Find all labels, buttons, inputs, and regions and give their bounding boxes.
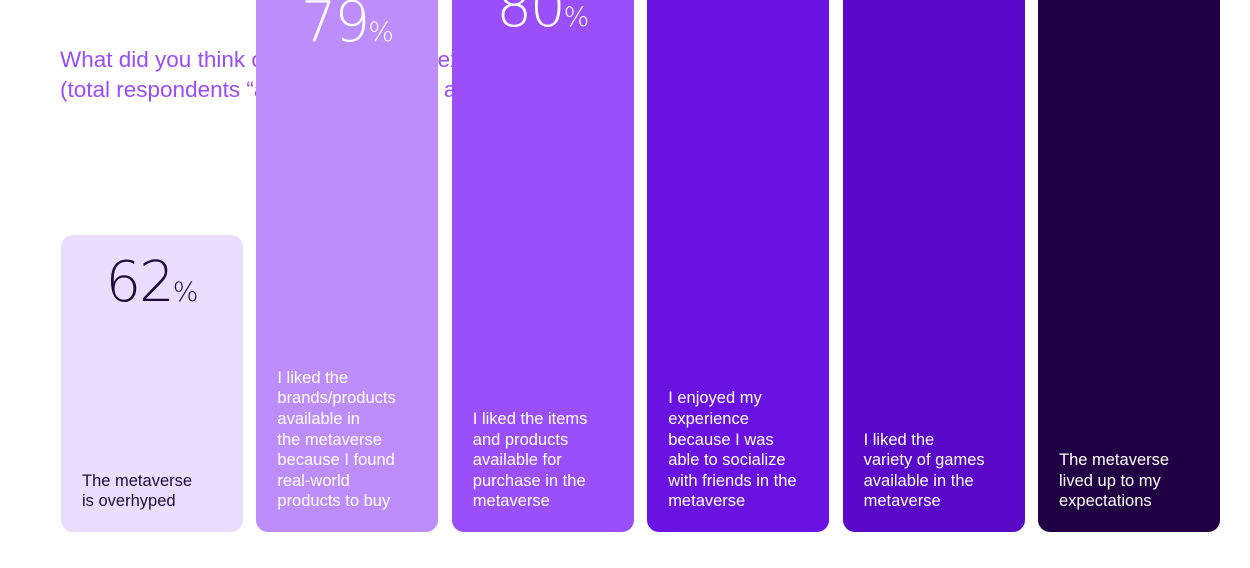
bar-category-label: I liked the brands/products available in… <box>277 368 396 511</box>
bar-value-number: 80 <box>496 0 565 40</box>
bar-category-label: The metaverse is overhyped <box>82 471 193 511</box>
percent-sign: % <box>172 277 199 308</box>
bar-category-label: I enjoyed my experience because I was ab… <box>668 389 797 511</box>
bar: 80% I liked the items and products availa… <box>451 0 634 532</box>
bar: 83%I liked the variety of games availabl… <box>842 0 1025 532</box>
percent-sign: % <box>563 1 590 33</box>
bar-value-label: 62% <box>61 251 243 315</box>
bar: 79% I liked the brands/products available… <box>256 0 439 532</box>
percent-sign: % <box>368 16 394 48</box>
bar: 85%The metaverse lived up to my expectat… <box>1038 0 1220 532</box>
bar-value-label: 79% <box>256 0 438 55</box>
bar-value-number: 62 <box>105 250 175 315</box>
bar: 83%I enjoyed my experience because I was… <box>647 0 830 532</box>
bar-category-label: I liked the variety of games available i… <box>863 430 985 511</box>
bar-category-label: I liked the items and products available… <box>472 410 588 511</box>
bar: 62% The metaverse is overhyped <box>61 235 243 532</box>
bar-category-label: The metaverse lived up to my expectation… <box>1059 451 1170 511</box>
bar-value-number: 79 <box>300 0 370 55</box>
bar-value-label: 80% <box>452 0 634 40</box>
